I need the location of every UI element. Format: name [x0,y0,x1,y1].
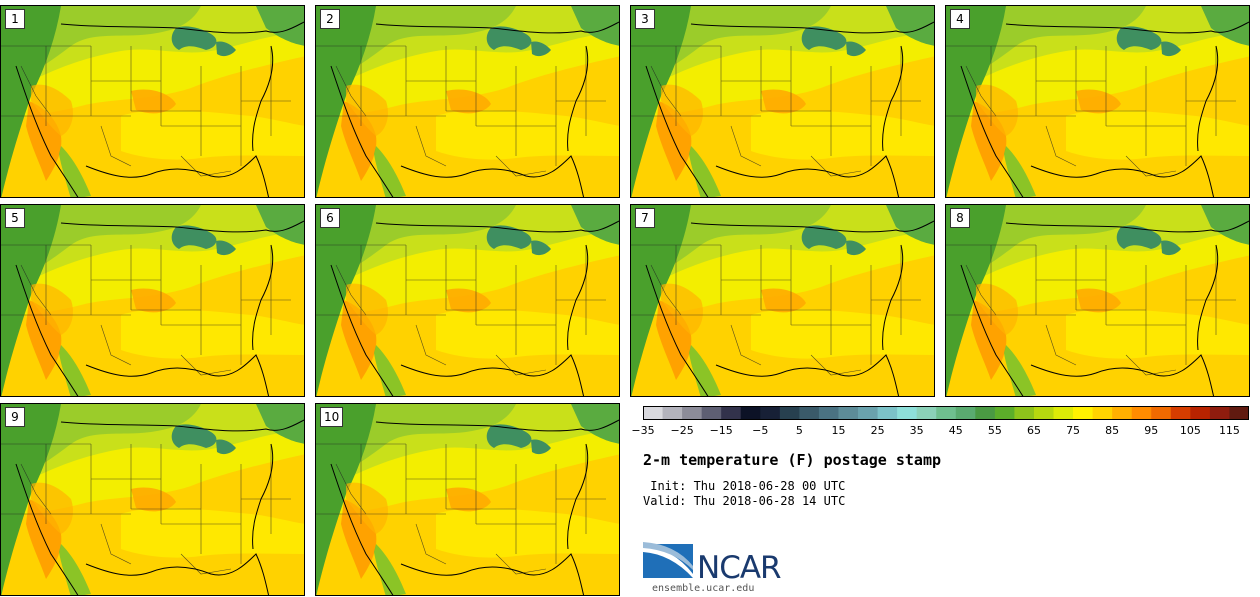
colorbar-segment [1229,406,1249,420]
member-map-panel: 1 [0,5,305,198]
colorbar-tick-label: 95 [1144,424,1159,437]
figure-title: 2-m temperature (F) postage stamp [643,451,942,469]
colorbar-tick-label: 75 [1066,424,1081,437]
member-map-panel: 10 [315,403,620,596]
colorbar-segment [1151,406,1172,420]
temperature-map [946,205,1249,396]
colorbar-segment [682,406,703,420]
member-number-label: 9 [5,407,25,427]
colorbar-tick-label: −25 [670,424,694,437]
colorbar-tick-label: 15 [831,424,846,437]
colorbar-segment [936,406,957,420]
member-number-label: 8 [950,208,970,228]
colorbar-tick-label: 25 [870,424,885,437]
colorbar-segment [838,406,859,420]
colorbar-tick-label: 45 [948,424,963,437]
colorbar-segment [779,406,800,420]
temperature-map [316,205,619,396]
member-map-panel: 9 [0,403,305,596]
member-map-panel: 5 [0,204,305,397]
member-map-panel: 4 [945,5,1250,198]
colorbar-segment [916,406,937,420]
member-map-panel: 2 [315,5,620,198]
member-number-label: 1 [5,9,25,29]
colorbar-segment [701,406,722,420]
valid-time: Valid: Thu 2018-06-28 14 UTC [643,494,846,508]
colorbar-segment [1190,406,1211,420]
colorbar-tick-label: 105 [1179,424,1201,437]
colorbar-segment [643,406,664,420]
colorbar-segment [1014,406,1035,420]
member-map-panel: 3 [630,5,935,198]
temperature-map [631,205,934,396]
temperature-map [316,404,619,595]
colorbar-segment [662,406,683,420]
member-number-label: 5 [5,208,25,228]
colorbar-segment [877,406,898,420]
colorbar-tick-label: 5 [795,424,803,437]
colorbar-segment [760,406,781,420]
colorbar-segment [740,406,761,420]
colorbar-tick-label: −35 [631,424,655,437]
colorbar-segment [994,406,1015,420]
colorbar-segment [858,406,879,420]
colorbar-tick-label: 115 [1218,424,1240,437]
member-number-label: 7 [635,208,655,228]
logo-url: ensemble.ucar.edu [652,583,755,594]
temperature-colorbar [643,406,1249,420]
colorbar-segment [721,406,742,420]
init-time: Init: Thu 2018-06-28 00 UTC [643,479,846,493]
colorbar-segment [1092,406,1113,420]
colorbar-tick-labels: −35 −25 −15 −5 5 15 25 35 45 55 65 75 85 95 105 115 [631,424,1249,440]
ncar-wordmark: NCAR [697,550,782,586]
temperature-map [631,6,934,197]
colorbar-tick-label: 85 [1105,424,1120,437]
member-number-label: 2 [320,9,340,29]
temperature-map [1,6,304,197]
member-number-label: 3 [635,9,655,29]
colorbar-segment [975,406,996,420]
colorbar-segment [1053,406,1074,420]
temperature-map [1,404,304,595]
colorbar-tick-label: 35 [909,424,924,437]
member-number-label: 6 [320,208,340,228]
colorbar-segment [955,406,976,420]
member-map-panel: 7 [630,204,935,397]
temperature-map [1,205,304,396]
temperature-map [316,6,619,197]
colorbar-tick-label: −5 [752,424,769,437]
colorbar-segment [1112,406,1133,420]
colorbar-tick-label: −15 [709,424,733,437]
ncar-logo-icon [643,542,693,578]
member-number-label: 10 [320,407,344,427]
member-number-label: 4 [950,9,970,29]
colorbar-segment [897,406,918,420]
colorbar-segment [1033,406,1055,420]
temperature-map [946,6,1249,197]
colorbar-segment [1170,406,1191,420]
colorbar-segment [818,406,839,420]
colorbar-segment [1209,406,1230,420]
colorbar-tick-label: 65 [1026,424,1041,437]
colorbar-segment [1073,406,1094,420]
member-map-panel: 6 [315,204,620,397]
colorbar-outline [643,406,1249,420]
member-map-panel: 8 [945,204,1250,397]
colorbar-tick-label: 55 [987,424,1002,437]
colorbar-segment [799,406,820,420]
colorbar-segment [1131,406,1152,420]
